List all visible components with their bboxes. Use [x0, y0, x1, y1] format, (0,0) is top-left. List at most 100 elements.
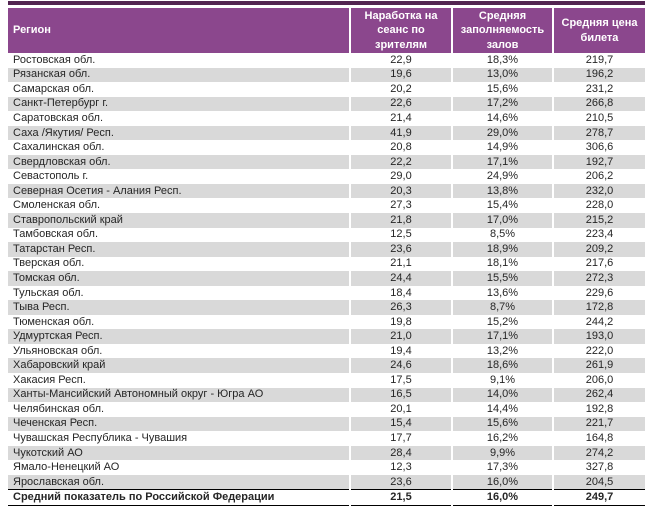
- value-cell: 26,3: [349, 300, 452, 315]
- value-cell: 15,6%: [451, 416, 553, 432]
- table-footer: Средний показатель по Российской Федерац…: [8, 489, 645, 506]
- value-cell: 272,3: [552, 271, 645, 286]
- value-cell: 8,5%: [451, 227, 553, 243]
- value-cell: 164,8: [552, 431, 645, 446]
- table-row: Тыва Респ. 26,3 8,7% 172,8: [8, 300, 645, 315]
- value-cell: 219,7: [552, 53, 645, 68]
- table-row: Ярославская обл. 23,6 16,0% 204,5: [8, 474, 645, 490]
- value-cell: 29,0: [349, 169, 452, 184]
- value-cell: 16,2%: [451, 431, 553, 446]
- value-cell: 19,8: [349, 314, 452, 330]
- table-row: Удмуртская Респ. 21,0 17,1% 193,0: [8, 329, 645, 344]
- table-row: Рязанская обл. 19,6 13,0% 196,2: [8, 67, 645, 83]
- summary-avg-ticket-price: 249,7: [552, 489, 645, 506]
- value-cell: 266,8: [552, 96, 645, 112]
- table-row: Самарская обл. 20,2 15,6% 231,2: [8, 82, 645, 97]
- value-cell: 15,2%: [451, 314, 553, 330]
- value-cell: 231,2: [552, 82, 645, 97]
- region-cell: Тюменская обл.: [13, 315, 95, 328]
- value-cell: 16,0%: [451, 474, 553, 490]
- table-row: Ростовская обл. 22,9 18,3% 219,7: [8, 53, 645, 68]
- region-cell: Тульская обл.: [13, 286, 84, 299]
- value-cell: 29,0%: [451, 125, 553, 141]
- region-cell: Санкт-Петербург г.: [13, 97, 109, 110]
- value-cell: 19,6: [349, 67, 452, 83]
- region-cell: Чувашская Республика - Чувашия: [13, 431, 188, 444]
- value-cell: 17,1%: [451, 154, 553, 170]
- table-row: Чеченская Респ. 15,4 15,6% 221,7: [8, 416, 645, 432]
- region-cell: Ханты-Мансийский Автономный округ - Югра…: [13, 388, 264, 401]
- region-cell: Ставропольский край: [13, 213, 123, 226]
- value-cell: 18,4: [349, 285, 452, 301]
- value-cell: 20,8: [349, 140, 452, 155]
- region-cell: Чукотский АО: [13, 446, 83, 459]
- value-cell: 20,1: [349, 402, 452, 417]
- value-cell: 223,4: [552, 227, 645, 243]
- value-cell: 21,4: [349, 111, 452, 126]
- value-cell: 274,2: [552, 445, 645, 461]
- table-row: Сахалинская обл. 20,8 14,9% 306,6: [8, 140, 645, 155]
- value-cell: 12,5: [349, 227, 452, 243]
- region-cell: Тыва Респ.: [13, 301, 70, 314]
- value-cell: 209,2: [552, 242, 645, 257]
- value-cell: 17,0%: [451, 213, 553, 228]
- value-cell: 206,0: [552, 373, 645, 388]
- table-row: Татарстан Респ. 23,6 18,9% 209,2: [8, 242, 645, 257]
- value-cell: 17,5: [349, 373, 452, 388]
- value-cell: 20,3: [349, 183, 452, 199]
- summary-row: Средний показатель по Российской Федерац…: [8, 489, 645, 506]
- value-cell: 206,2: [552, 169, 645, 184]
- header-row: Регион Наработка на сеанс по зрителям Ср…: [8, 8, 645, 53]
- table-row: Томская обл. 24,4 15,5% 272,3: [8, 271, 645, 286]
- value-cell: 261,9: [552, 358, 645, 374]
- value-cell: 12,3: [349, 460, 452, 475]
- value-cell: 193,0: [552, 329, 645, 344]
- table-row: Тамбовская обл. 12,5 8,5% 223,4: [8, 227, 645, 243]
- region-cell: Северная Осетия - Алания Респ.: [13, 184, 182, 197]
- table-body: Ростовская обл. 22,9 18,3% 219,7 Рязанская о…: [8, 53, 645, 490]
- value-cell: 15,5%: [451, 271, 553, 286]
- region-cell: Челябинская обл.: [13, 402, 105, 415]
- value-cell: 23,6: [349, 474, 452, 490]
- value-cell: 17,1%: [451, 329, 553, 344]
- region-cell: Ульяновская обл.: [13, 344, 103, 357]
- value-cell: 215,2: [552, 213, 645, 228]
- table-row: Ханты-Мансийский Автономный округ - Югра…: [8, 387, 645, 403]
- table-row: Тверская обл. 21,1 18,1% 217,6: [8, 256, 645, 272]
- value-cell: 24,9%: [451, 169, 553, 184]
- value-cell: 18,1%: [451, 256, 553, 272]
- value-cell: 16,5: [349, 387, 452, 403]
- value-cell: 192,8: [552, 402, 645, 417]
- table-row: Хакасия Респ. 17,5 9,1% 206,0: [8, 373, 645, 388]
- value-cell: 172,8: [552, 300, 645, 315]
- value-cell: 278,7: [552, 125, 645, 141]
- value-cell: 221,7: [552, 416, 645, 432]
- region-cell: Севастополь г.: [13, 170, 89, 183]
- value-cell: 13,2%: [451, 343, 553, 359]
- value-cell: 14,6%: [451, 111, 553, 126]
- table-row: Северная Осетия - Алания Респ. 20,3 13,8% 2…: [8, 183, 645, 199]
- table-row: Санкт-Петербург г. 22,6 17,2% 266,8: [8, 96, 645, 112]
- table-row: Саха /Якутия/ Респ. 41,9 29,0% 278,7: [8, 125, 645, 141]
- value-cell: 262,4: [552, 387, 645, 403]
- value-cell: 18,6%: [451, 358, 553, 374]
- table-row: Тульская обл. 18,4 13,6% 229,6: [8, 285, 645, 301]
- table-row: Смоленская обл. 27,3 15,4% 228,0: [8, 198, 645, 214]
- region-cell: Удмуртская Респ.: [13, 330, 103, 343]
- value-cell: 17,2%: [451, 96, 553, 112]
- region-cell: Ярославская обл.: [13, 475, 105, 488]
- summary-hall-occupancy: 16,0%: [451, 489, 553, 506]
- region-cell: Рязанская обл.: [13, 68, 91, 81]
- value-cell: 41,9: [349, 125, 452, 141]
- value-cell: 222,0: [552, 343, 645, 359]
- value-cell: 14,4%: [451, 402, 553, 417]
- value-cell: 9,1%: [451, 373, 553, 388]
- value-cell: 14,0%: [451, 387, 553, 403]
- table-row: Ямало-Ненецкий АО 12,3 17,3% 327,8: [8, 460, 645, 475]
- region-cell: Хакасия Респ.: [13, 373, 86, 386]
- value-cell: 21,8: [349, 213, 452, 228]
- value-cell: 13,0%: [451, 67, 553, 83]
- region-cell: Хабаровский край: [13, 359, 106, 372]
- value-cell: 18,3%: [451, 53, 553, 68]
